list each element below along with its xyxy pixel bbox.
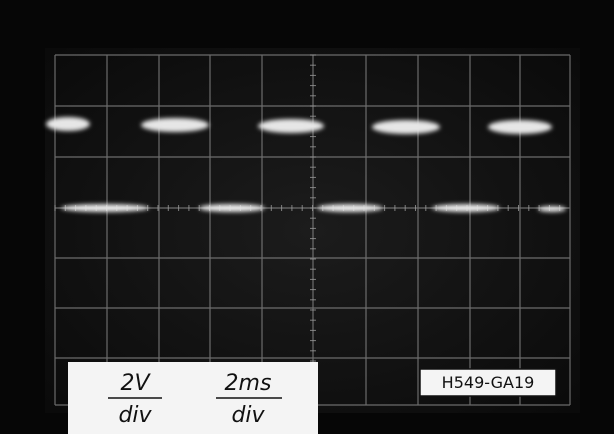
figure-id-box bbox=[419, 368, 557, 397]
volts-per-div-denominator: div bbox=[118, 403, 152, 428]
volts-per-div: 2V bbox=[120, 371, 151, 396]
time-per-div-denominator: div bbox=[231, 403, 265, 428]
time-per-div: 2ms bbox=[225, 371, 272, 396]
trace bbox=[46, 117, 566, 212]
figure-id: H549-GA19 bbox=[442, 373, 535, 392]
